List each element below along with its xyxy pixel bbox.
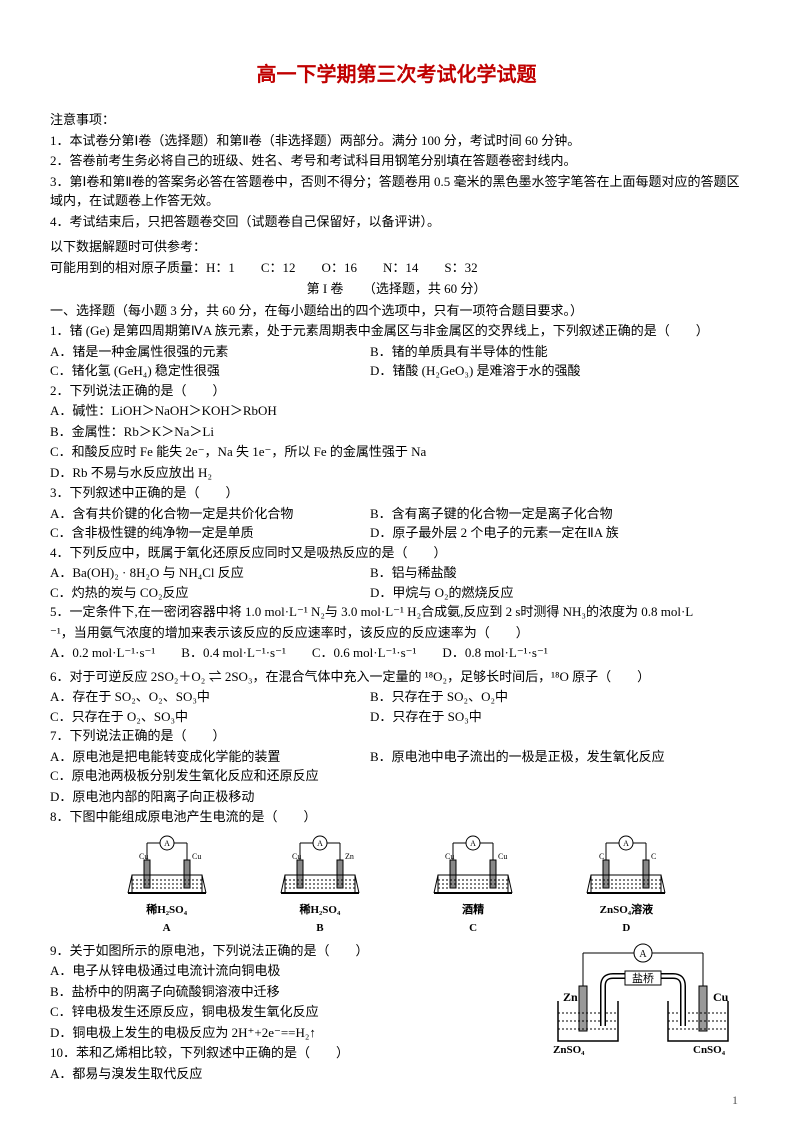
q9-opt-d: D．铜电极上发生的电极反应为 2H⁺+2e⁻==H₂↑	[50, 1023, 543, 1043]
q1-opt-d: D．锗酸 (H₂GeO₃) 是难溶于水的强酸	[370, 361, 581, 381]
svg-text:A: A	[623, 839, 629, 848]
svg-text:ZnSO₄: ZnSO₄	[553, 1044, 585, 1056]
atomic-mass: 可能用到的相对原子质量：H：1 C：12 O：16 N：14 S：32	[50, 258, 743, 278]
section1-heading: 一、选择题（每小题 3 分，共 60 分，在每小题给出的四个选项中，只有一项符合…	[50, 301, 743, 321]
svg-text:A: A	[470, 839, 476, 848]
q7-opt-b: B．原电池中电子流出的一极是正极，发生氧化反应	[370, 747, 665, 767]
notice-1: 1．本试卷分第Ⅰ卷（选择题）和第Ⅱ卷（非选择题）两部分。满分 100 分，考试时…	[50, 131, 743, 151]
q9-opt-c: C．锌电极发生还原反应，铜电极发生氧化反应	[50, 1002, 543, 1022]
q6-opt-a: A．存在于 SO₂、O₂、SO₃中	[50, 687, 370, 707]
q10-opt-a: A．都易与溴发生取代反应	[50, 1064, 543, 1084]
q8-diagrams: A Cu Cu 稀H₂SO₄ A A Cu Zn	[90, 835, 703, 937]
q7-stem: 7．下列说法正确的是（ ）	[50, 726, 743, 746]
q6-opt-c: C．只存在于 O₂、SO₃中	[50, 707, 370, 727]
q2-opt-c: C．和酸反应时 Fe 能失 2e⁻，Na 失 1e⁻，所以 Fe 的金属性强于 …	[50, 442, 743, 462]
q1-opt-c: C．锗化氢 (GeH₄) 稳定性很强	[50, 361, 370, 381]
battery-cell-icon: A C C	[581, 835, 671, 900]
q7-opt-a: A．原电池是把电能转变成化学能的装置	[50, 747, 370, 767]
q1-opt-a: A．锗是一种金属性很强的元素	[50, 342, 370, 362]
q3-opt-c: C．含非极性键的纯净物一定是单质	[50, 523, 370, 543]
svg-text:A: A	[639, 949, 647, 960]
svg-text:C: C	[599, 852, 604, 861]
q4-opt-c: C．灼热的炭与 CO₂反应	[50, 583, 370, 603]
q3-opt-b: B．含有离子键的化合物一定是离子化合物	[370, 504, 613, 524]
battery-cell-icon: A Cu Cu	[122, 835, 212, 900]
svg-text:A: A	[164, 839, 170, 848]
page-number: 1	[732, 1091, 738, 1109]
q6-opt-b: B．只存在于 SO₂、O₂中	[370, 687, 508, 707]
q8-label-a: 稀H₂SO₄	[112, 902, 222, 919]
q4-stem: 4．下列反应中，既属于氧化还原反应同时又是吸热反应的是（ ）	[50, 543, 743, 563]
q8-letter-d: D	[571, 920, 681, 937]
q8-cell-d: A C C ZnSO₄溶液 D	[571, 835, 681, 937]
notice-2: 2．答卷前考生务必将自己的班级、姓名、考号和考试科目用钢笔分别填在答题卷密封线内…	[50, 151, 743, 171]
q7-opt-d: D．原电池内部的阳离子向正极移动	[50, 787, 743, 807]
q8-label-c: 酒精	[418, 902, 528, 919]
q10-stem: 10．苯和乙烯相比较，下列叙述中正确的是（ ）	[50, 1043, 543, 1063]
q4-opt-b: B．铝与稀盐酸	[370, 563, 457, 583]
notice-3: 3．第Ⅰ卷和第Ⅱ卷的答案务必答在答题卷中，否则不得分；答题卷用 0.5 毫米的黑…	[50, 172, 743, 211]
q2-opt-d: D．Rb 不易与水反应放出 H₂	[50, 463, 743, 483]
q3-stem: 3．下列叙述中正确的是（ ）	[50, 483, 743, 503]
q2-opt-a: A．碱性：LiOH＞NaOH＞KOH＞RbOH	[50, 401, 743, 421]
q9-diagram: A Zn Cu 盐桥 ZnSO₄ CnSO₄	[543, 941, 743, 1067]
q8-letter-b: B	[265, 920, 375, 937]
svg-text:盐桥: 盐桥	[632, 972, 654, 985]
q8-letter-a: A	[112, 920, 222, 937]
svg-text:Cu: Cu	[192, 852, 201, 861]
q1-stem: 1．锗 (Ge) 是第四周期第ⅣA 族元素，处于元素周期表中金属区与非金属区的交…	[50, 321, 743, 341]
q4-opt-d: D．甲烷与 O₂的燃烧反应	[370, 583, 514, 603]
salt-bridge-cell-icon: A Zn Cu 盐桥 ZnSO₄ CnSO₄	[543, 941, 743, 1061]
q6-stem: 6．对于可逆反应 2SO₂＋O₂ ⇌ 2SO₃，在混合气体中充入一定量的 ¹⁸O…	[50, 667, 743, 687]
q3-opt-d: D．原子最外层 2 个电子的元素一定在ⅡA 族	[370, 523, 619, 543]
q5-stem-2: ⁻¹，当用氨气浓度的增加来表示该反应的反应速率时，该反应的反应速率为（ ）	[50, 623, 743, 643]
svg-text:CnSO₄: CnSO₄	[693, 1044, 726, 1056]
q3-opt-a: A．含有共价键的化合物一定是共价化合物	[50, 504, 370, 524]
reference-heading: 以下数据解题时可供参考：	[50, 237, 743, 257]
q8-cell-b: A Cu Zn 稀H₂SO₄ B	[265, 835, 375, 937]
svg-text:Cu: Cu	[292, 852, 301, 861]
q5-stem-1: 5．一定条件下,在一密闭容器中将 1.0 mol·L⁻¹ N₂与 3.0 mol…	[50, 602, 743, 622]
q9-opt-b: B．盐桥中的阴离子向硫酸铜溶液中迁移	[50, 982, 543, 1002]
notice-4: 4．考试结束后，只把答题卷交回（试题卷自己保留好，以备评讲）。	[50, 212, 743, 232]
notice-heading: 注意事项：	[50, 110, 743, 130]
svg-text:Zn: Zn	[563, 990, 578, 1004]
svg-text:Cu: Cu	[139, 852, 148, 861]
q8-letter-c: C	[418, 920, 528, 937]
svg-text:C: C	[651, 852, 656, 861]
q7-opt-c: C．原电池两极板分别发生氧化反应和还原反应	[50, 766, 743, 786]
q8-label-d: ZnSO₄溶液	[571, 902, 681, 919]
q8-label-b: 稀H₂SO₄	[265, 902, 375, 919]
svg-text:A: A	[317, 839, 323, 848]
battery-cell-icon: A Cu Zn	[275, 835, 365, 900]
q2-opt-b: B．金属性：Rb＞K＞Na＞Li	[50, 422, 743, 442]
q8-cell-a: A Cu Cu 稀H₂SO₄ A	[112, 835, 222, 937]
q8-stem: 8．下图中能组成原电池产生电流的是（ ）	[50, 807, 743, 827]
svg-text:Cu: Cu	[498, 852, 507, 861]
q5-opts: A．0.2 mol·L⁻¹·s⁻¹ B．0.4 mol·L⁻¹·s⁻¹ C．0.…	[50, 643, 743, 663]
svg-text:Zn: Zn	[345, 852, 354, 861]
svg-text:Cu: Cu	[713, 990, 729, 1004]
q9-stem: 9．关于如图所示的原电池，下列说法正确的是（ ）	[50, 941, 543, 961]
battery-cell-icon: A Cu Cu	[428, 835, 518, 900]
q2-stem: 2．下列说法正确的是（ ）	[50, 381, 743, 401]
page-title: 高一下学期第三次考试化学试题	[50, 60, 743, 90]
q6-opt-d: D．只存在于 SO₃中	[370, 707, 482, 727]
q4-opt-a: A．Ba(OH)₂ · 8H₂O 与 NH₄Cl 反应	[50, 563, 370, 583]
q1-opt-b: B．锗的单质具有半导体的性能	[370, 342, 548, 362]
q8-cell-c: A Cu Cu 酒精 C	[418, 835, 528, 937]
svg-text:Cu: Cu	[445, 852, 454, 861]
part1-heading: 第 I 卷 （选择题，共 60 分）	[50, 279, 743, 299]
q9-opt-a: A．电子从锌电极通过电流计流向铜电极	[50, 961, 543, 981]
